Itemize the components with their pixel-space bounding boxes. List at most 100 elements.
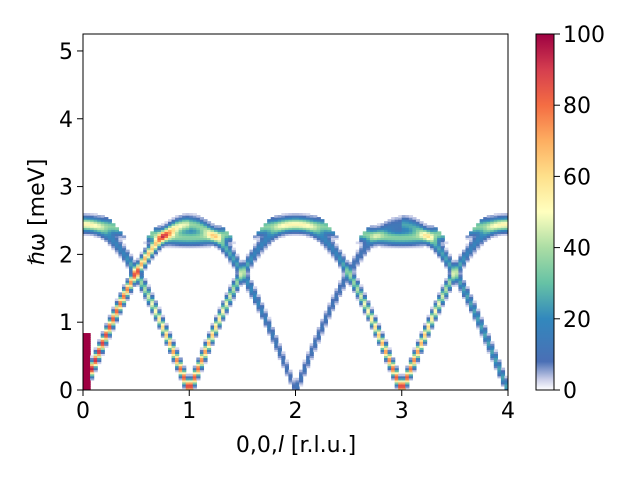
heatmap-cell [451,284,456,287]
heatmap-cell [256,231,261,234]
heatmap-cell [320,237,325,241]
heatmap-cell [380,343,385,346]
heatmap-cell [210,239,215,243]
heatmap-cell [263,245,268,249]
heatmap-cell [299,373,304,377]
heatmap-cell [472,306,477,310]
heatmap-cell [86,347,91,350]
heatmap-cell [277,343,282,346]
heatmap-cell [387,351,392,354]
heatmap-cell [107,221,112,224]
heatmap-cell [469,308,474,312]
heatmap-cell [362,231,367,234]
heatmap-cell [118,310,123,314]
heatmap-cell [408,225,413,228]
heatmap-cell [451,269,456,273]
heatmap-cell [93,367,98,371]
heatmap-cell [231,265,236,269]
heatmap-cell [189,225,194,228]
heatmap-cell [479,219,484,222]
heatmap-cell [160,239,166,243]
heatmap-cell [405,241,410,245]
heatmap-cell [93,213,98,216]
heatmap-cell [168,349,173,352]
heatmap-cell [121,294,127,298]
heatmap-cell [458,257,463,261]
heatmap-cell [235,280,240,283]
heatmap-cell [118,312,123,316]
heatmap-cell [182,225,187,228]
heatmap-cell [423,235,428,239]
heatmap-cell [345,282,350,285]
heatmap-cell [93,355,98,359]
heatmap-cell [164,322,169,326]
heatmap-cell [479,335,484,338]
heatmap-cell [199,363,205,367]
heatmap-cell [125,290,130,293]
heatmap-cell [104,233,109,236]
heatmap-cell [281,363,286,367]
heatmap-cell [334,249,339,253]
heatmap-cell [189,233,194,236]
heatmap-cell [270,223,275,226]
heatmap-cell [168,241,173,245]
heatmap-cell [299,221,304,224]
heatmap-cell [359,290,364,293]
heatmap-cell [253,298,258,302]
heatmap-cell [334,296,339,300]
heatmap-cell [483,219,488,222]
heatmap-cell [210,227,215,230]
heatmap-cell [146,298,151,302]
heatmap-cell [401,227,406,230]
heatmap-cell [447,274,452,277]
heatmap-cell [472,312,477,316]
heatmap-cell [203,353,208,357]
heatmap-cell [330,233,336,236]
heatmap-cell [306,353,311,357]
heatmap-cell [100,237,105,241]
heatmap-cell [274,341,279,344]
heatmap-cell [458,269,463,273]
heatmap-cell [394,371,399,375]
heatmap-cell [486,223,491,226]
heatmap-cell [146,253,151,257]
heatmap-cell [164,324,169,328]
heatmap-cell [136,261,141,265]
heatmap-cell [196,219,201,222]
heatmap-cell [500,371,506,375]
heatmap-cell [430,231,435,234]
heatmap-cell [90,355,95,359]
heatmap-cell [472,247,477,251]
heatmap-cell [260,312,265,316]
heatmap-cell [355,294,360,298]
heatmap-cell [203,243,208,247]
heatmap-cell [412,237,417,241]
heatmap-cell [302,233,307,236]
heatmap-cell [483,324,488,328]
heatmap-cell [476,225,481,228]
heatmap-cell [284,365,290,369]
heatmap-cell [408,235,413,239]
heatmap-cell [260,235,265,239]
heatmap-cell [412,349,417,352]
heatmap-cell [313,221,318,224]
heatmap-cell [93,235,98,239]
heatmap-cell [430,314,435,318]
heatmap-cell [263,316,268,320]
heatmap-cell [405,219,410,222]
heatmap-cell [309,223,314,226]
heatmap-cell [309,343,314,346]
heatmap-cell [330,247,336,251]
heatmap-cell [309,227,314,230]
heatmap-cell [330,245,336,249]
heatmap-cell [291,215,297,218]
heatmap-cell [210,241,215,245]
heatmap-cell [203,349,208,352]
heatmap-cell [238,269,243,273]
heatmap-cell [260,245,265,249]
heatmap-cell [281,235,286,239]
heatmap-cell [256,308,261,312]
heatmap-cell [175,349,180,352]
heatmap-cell [359,251,364,255]
